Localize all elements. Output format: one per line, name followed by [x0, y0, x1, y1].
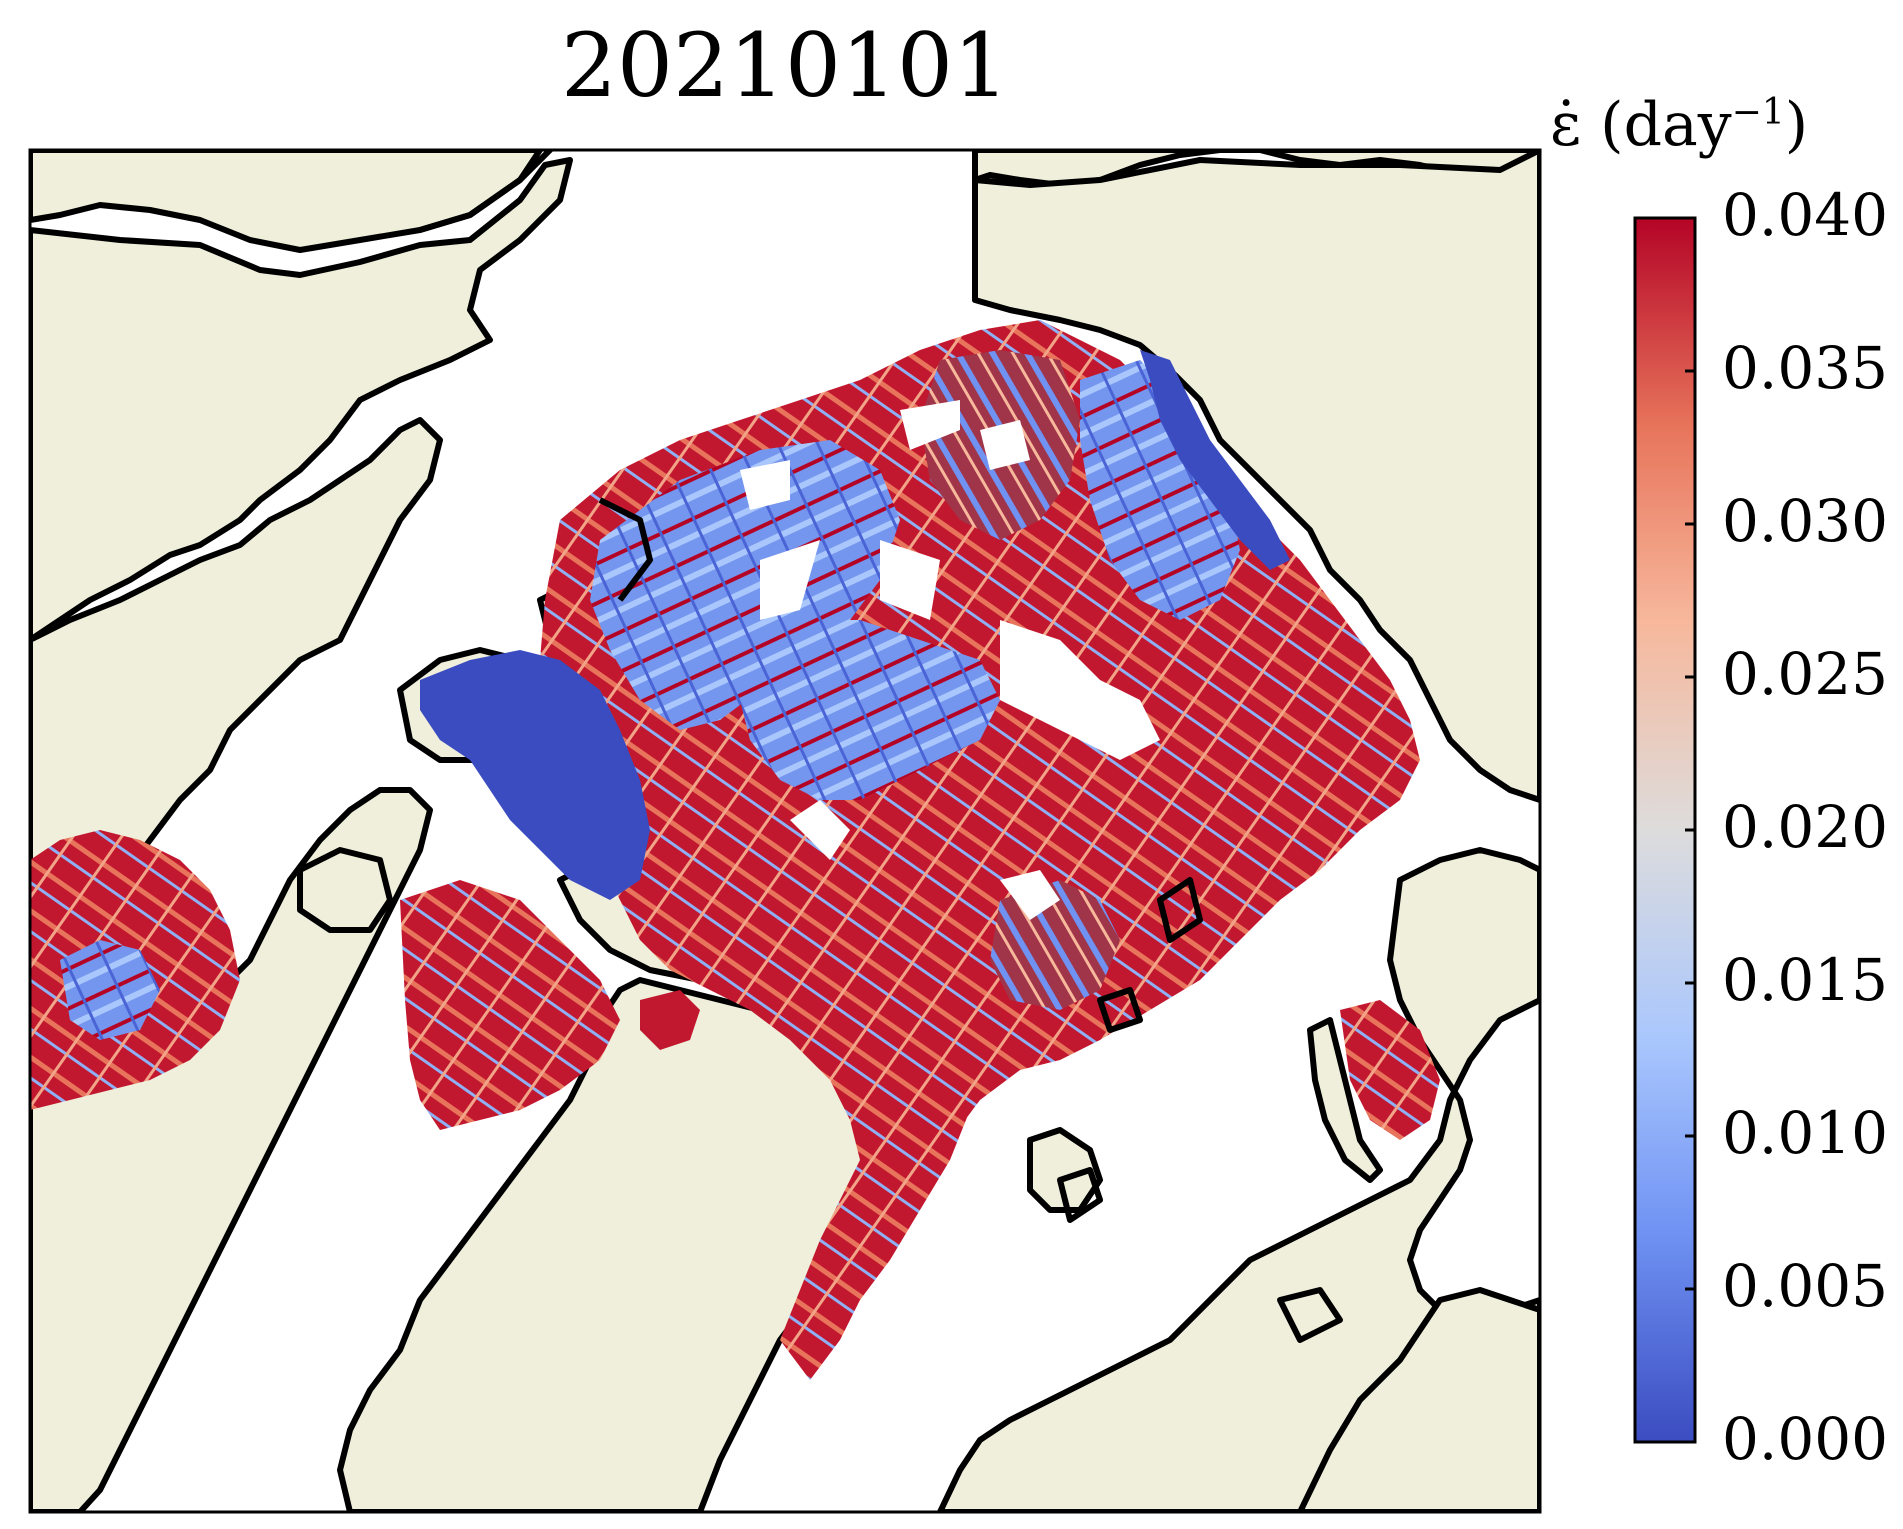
ice-field-mixed-2 — [990, 880, 1120, 1010]
gap-2 — [760, 540, 820, 620]
ice-field-hudson-blue — [60, 940, 160, 1040]
ice-field-greenland-east — [840, 990, 980, 1300]
ice-field-beaufort — [400, 880, 620, 1130]
colorbar-tick-label: 0.025 — [1722, 640, 1889, 708]
gap-8 — [980, 420, 1030, 470]
land-scandinavia — [1297, 1287, 1540, 1512]
gap-4 — [1000, 620, 1160, 760]
land-archipelago-4 — [297, 847, 393, 933]
gap-3 — [880, 540, 940, 620]
ice-field-canadian-blue — [420, 650, 650, 900]
sea-ice-deformation — [30, 320, 1440, 1380]
gap-7 — [1000, 870, 1060, 920]
colorbar-tick-label: 0.000 — [1722, 1405, 1889, 1473]
ice-field-blue-band-2 — [740, 620, 1000, 800]
map-frame — [28, 148, 1542, 1514]
land-siberia — [972, 150, 1540, 803]
colorbar-tick-label: 0.030 — [1722, 487, 1889, 555]
ice-field-siberian-blue — [1140, 350, 1290, 570]
colorbar-ticks — [1685, 216, 1695, 1444]
land-svalbard — [1027, 1127, 1103, 1213]
colorbar-label: ε̇ (day−1) — [1550, 90, 1809, 160]
gap-6 — [790, 800, 850, 860]
ice-field-blue-band-1 — [590, 440, 900, 730]
colorbar-tick-label: 0.020 — [1722, 793, 1889, 861]
colorbar-tick-label: 0.010 — [1722, 1099, 1889, 1167]
colorbar-tick-label: 0.035 — [1722, 334, 1889, 402]
gap-1 — [900, 400, 960, 450]
coastline-details — [419, 150, 1343, 1343]
colorbar-tick-label: 0.005 — [1722, 1252, 1889, 1320]
land-novaya — [1307, 1017, 1383, 1183]
gap-5 — [740, 460, 790, 510]
ice-field-blue-band-3 — [1080, 360, 1240, 620]
ice-field-greenland-west — [640, 990, 700, 1050]
ice-field-barents — [1340, 1000, 1440, 1140]
colorbar-tick-label: 0.040 — [1722, 181, 1889, 249]
land-canada — [30, 157, 573, 643]
land-europe — [937, 847, 1540, 1512]
map-title: 20210101 — [561, 14, 1009, 117]
colorbar-tick-label: 0.015 — [1722, 946, 1889, 1014]
